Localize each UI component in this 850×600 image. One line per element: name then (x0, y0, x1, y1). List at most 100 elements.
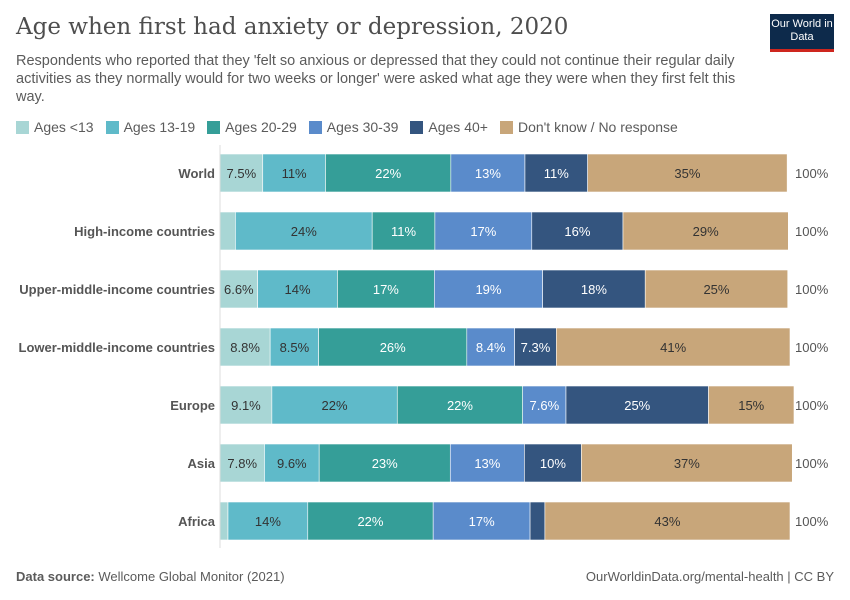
bar-segment (219, 443, 265, 483)
bar-segment (531, 211, 624, 251)
data-label: 7.6% (530, 398, 560, 413)
bar-segment (555, 327, 791, 367)
data-label: 7.3% (521, 340, 551, 355)
data-label: 13% (474, 456, 500, 471)
bar-segment (269, 327, 319, 367)
legend-label: Ages 40+ (428, 119, 488, 135)
data-label: 6.6% (224, 282, 254, 297)
legend-item[interactable]: Ages 20-29 (207, 119, 297, 135)
data-label: 22% (447, 398, 473, 413)
chart-title: Age when first had anxiety or depression… (16, 14, 569, 40)
total-label: 100% (795, 166, 829, 181)
legend-swatch (207, 120, 221, 134)
legend-label: Ages 20-29 (225, 119, 297, 135)
data-label: 35% (674, 166, 700, 181)
legend-item[interactable]: Ages 40+ (410, 119, 488, 135)
bar-segment (337, 269, 435, 309)
legend-swatch (410, 120, 424, 134)
chart-subtitle: Respondents who reported that they 'felt… (16, 53, 736, 105)
bar-segment (219, 269, 258, 309)
total-label: 100% (795, 514, 829, 529)
bar-segment (219, 501, 229, 541)
bar-segment (396, 385, 523, 425)
legend-item[interactable]: Don't know / No response (499, 119, 678, 135)
data-label: 22% (357, 514, 383, 529)
legend-swatch (105, 120, 119, 134)
data-label: 9.1% (231, 398, 261, 413)
bar-segment (544, 501, 791, 541)
total-label: 100% (795, 282, 829, 297)
bar-segment (257, 269, 338, 309)
data-label: 14% (285, 282, 311, 297)
data-label: 8.4% (476, 340, 506, 355)
data-label: 23% (372, 456, 398, 471)
data-label: 43% (654, 514, 680, 529)
data-label: 25% (624, 398, 650, 413)
bar-segment (264, 443, 320, 483)
footer-url[interactable]: OurWorldinData.org/mental-health | CC BY (585, 569, 834, 584)
data-label: 11% (391, 224, 416, 239)
data-label: 11% (544, 166, 569, 181)
bar-segment (587, 153, 788, 193)
legend-label: Ages 30-39 (326, 119, 399, 135)
legend-swatch (16, 120, 29, 134)
bar-segment (432, 501, 531, 541)
data-label: 15% (738, 398, 764, 413)
data-label: 10% (540, 456, 566, 471)
bar-segment (262, 153, 326, 193)
legend-swatch (499, 120, 513, 134)
total-label: 100% (795, 398, 829, 413)
data-label: 8.8% (230, 340, 260, 355)
data-label: 25% (703, 282, 729, 297)
bar-segment (219, 211, 236, 251)
total-label: 100% (795, 340, 829, 355)
data-label: 11% (282, 166, 307, 181)
bar-segment (622, 211, 789, 251)
bar-segment (522, 385, 567, 425)
bar-segment (644, 269, 789, 309)
bar-segment (708, 385, 795, 425)
category-label: Europe (170, 398, 215, 413)
data-label: 7.8% (227, 456, 257, 471)
total-label: 100% (795, 224, 829, 239)
bar-segment (524, 153, 588, 193)
data-label: 17% (470, 224, 496, 239)
data-label: 19% (475, 282, 501, 297)
data-label: 22% (322, 398, 348, 413)
data-label: 26% (380, 340, 406, 355)
data-label: 9.6% (277, 456, 307, 471)
bar-segment (307, 501, 434, 541)
data-label: 7.5% (227, 166, 257, 181)
category-label: Upper-middle-income countries (19, 282, 215, 297)
data-label: 16% (564, 224, 590, 239)
legend: Ages <13 Ages 13-19 Ages 20-29 Ages 30-39 Ag… (16, 119, 678, 135)
source-text[interactable]: Wellcome Global Monitor (2021) (98, 569, 285, 584)
legend-item[interactable]: Ages <13 (16, 119, 94, 135)
data-label: 41% (660, 340, 686, 355)
bar-segment (235, 211, 373, 251)
category-label: Asia (188, 456, 216, 471)
data-source: Data source: Wellcome Global Monitor (20… (16, 569, 285, 584)
data-label: 18% (581, 282, 607, 297)
data-label: 22% (375, 166, 401, 181)
data-label: 8.5% (280, 340, 310, 355)
owid-logo[interactable]: Our World in Data (770, 14, 834, 52)
legend-label: Ages <13 (34, 119, 94, 135)
data-label: 13% (475, 166, 501, 181)
legend-item[interactable]: Ages 13-19 (105, 119, 196, 135)
bar-segment (318, 443, 451, 483)
legend-item[interactable]: Ages 30-39 (308, 119, 399, 135)
legend-label: Ages 13-19 (123, 119, 196, 135)
category-label: Lower-middle-income countries (19, 340, 215, 355)
bar-segment (450, 153, 526, 193)
data-label: 17% (469, 514, 495, 529)
bar-segment (466, 327, 515, 367)
bar-segment (318, 327, 468, 367)
total-label: 100% (795, 456, 829, 471)
category-label: Africa (178, 514, 216, 529)
data-label: 37% (674, 456, 700, 471)
data-label: 17% (373, 282, 399, 297)
bar-segment (449, 443, 525, 483)
